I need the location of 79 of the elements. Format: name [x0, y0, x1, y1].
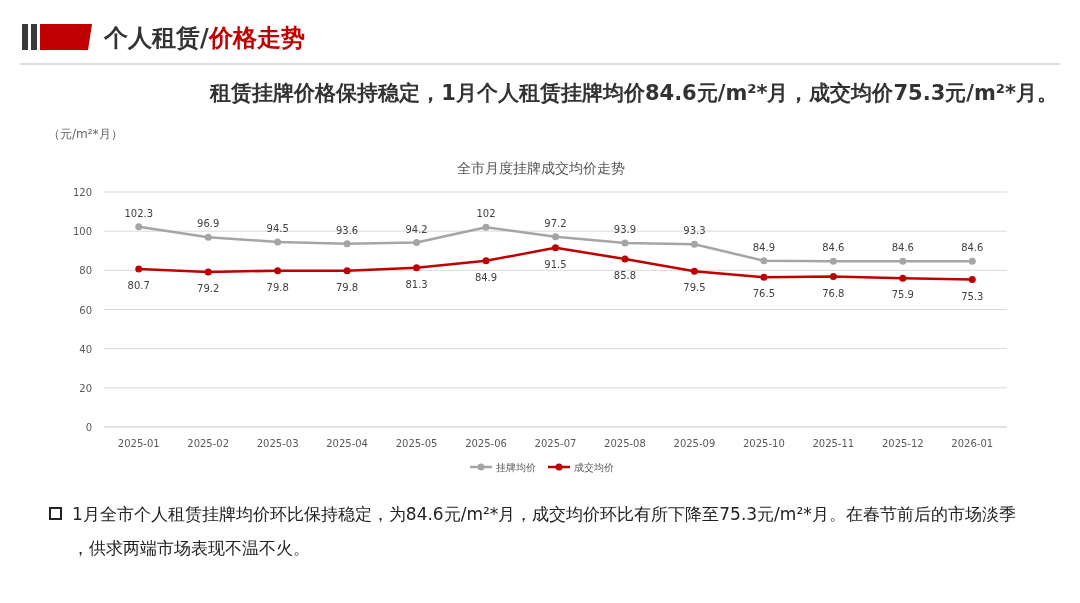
data-label: 94.5 — [266, 222, 289, 234]
x-tick-label: 2025-03 — [256, 438, 299, 449]
point — [204, 268, 212, 276]
point — [482, 223, 490, 231]
point — [760, 257, 768, 265]
x-tick-label: 2025-01 — [117, 438, 160, 449]
data-label: 96.9 — [197, 218, 220, 230]
point — [413, 264, 421, 272]
data-label: 102 — [476, 208, 496, 220]
point — [552, 244, 559, 252]
data-label: 102.3 — [124, 207, 154, 219]
y-tick-label: 120 — [72, 187, 92, 198]
data-label: 84.9 — [474, 271, 498, 283]
point — [552, 233, 559, 241]
data-label: 84.6 — [822, 242, 845, 254]
chart-subtitle: 租赁挂牌价格保持稳定，1月个人租赁挂牌均价84.6元/m²*月，成交均价75.3元/m²*月。 — [209, 81, 1058, 105]
x-tick-label: 2025-08 — [604, 438, 646, 449]
point — [621, 255, 629, 263]
y-tick-label: 60 — [79, 304, 92, 316]
point — [968, 257, 976, 265]
data-label: 97.2 — [544, 217, 567, 229]
data-label: 76.5 — [752, 288, 776, 300]
point — [274, 267, 282, 275]
y-tick-label: 20 — [79, 382, 92, 394]
data-label: 93.6 — [335, 224, 359, 236]
data-label: 75.9 — [891, 289, 914, 301]
x-tick-label: 2025-09 — [673, 438, 716, 449]
data-label: 93.3 — [683, 225, 706, 237]
point — [968, 276, 976, 284]
data-label: 94.2 — [405, 223, 428, 235]
data-label: 91.5 — [544, 258, 567, 270]
x-tick-label: 2026-01 — [951, 438, 994, 449]
data-label: 79.2 — [197, 282, 220, 294]
point — [899, 274, 907, 282]
y-tick-label: 40 — [79, 343, 92, 355]
x-tick-label: 2025-05 — [395, 438, 438, 449]
point — [829, 273, 837, 281]
legend-label: 成交均价 — [574, 462, 614, 473]
y-tick-label: 80 — [79, 265, 92, 277]
data-label: 81.3 — [405, 278, 428, 290]
x-tick-label: 2025-07 — [534, 438, 577, 449]
data-label: 84.9 — [752, 241, 776, 253]
data-label: 85.8 — [613, 269, 637, 281]
point — [135, 265, 143, 273]
point — [135, 223, 143, 231]
data-label: 93.9 — [613, 224, 637, 236]
x-tick-label: 2025-12 — [881, 438, 924, 449]
x-tick-label: 2025-06 — [465, 438, 507, 449]
point — [343, 267, 351, 275]
legend-label: 挂牌均价 — [496, 462, 536, 473]
point — [621, 239, 629, 247]
chart-title: 全市月度挂牌成交均价走势 — [457, 160, 625, 176]
x-tick-label: 2025-04 — [326, 438, 369, 449]
point — [760, 273, 768, 281]
data-label: 79.8 — [335, 281, 359, 293]
point — [204, 233, 212, 241]
data-label: 76.8 — [822, 287, 845, 299]
data-label: 80.7 — [127, 279, 150, 291]
x-tick-label: 2025-02 — [187, 438, 230, 449]
text: 个人租赁/价格走势 — [103, 24, 305, 52]
point — [899, 257, 907, 265]
y-tick-label: 100 — [72, 226, 92, 238]
data-label: 84.6 — [961, 242, 984, 254]
x-tick-label: 2025-11 — [812, 438, 855, 449]
point — [690, 240, 698, 248]
text: 1月全市个人租赁挂牌均价环比保持稳定，为84.6元/m²*月，成交均价环比有所下降至75.3元/m²*月。在春节前后的市场淡季，供求两端市场表现不温不火。 — [72, 504, 1016, 558]
point — [829, 257, 837, 265]
point — [482, 257, 490, 265]
point — [343, 240, 351, 248]
y-tick-label: 0 — [85, 422, 92, 433]
data-label: 75.3 — [961, 290, 984, 302]
y-axis-title: （元/m²*月） — [48, 127, 123, 141]
data-label: 84.6 — [891, 242, 914, 254]
point — [413, 239, 421, 247]
data-label: 79.5 — [683, 282, 706, 294]
point — [690, 267, 698, 275]
x-tick-label: 2025-10 — [742, 438, 785, 449]
point — [274, 238, 282, 246]
data-label: 79.8 — [266, 281, 289, 293]
